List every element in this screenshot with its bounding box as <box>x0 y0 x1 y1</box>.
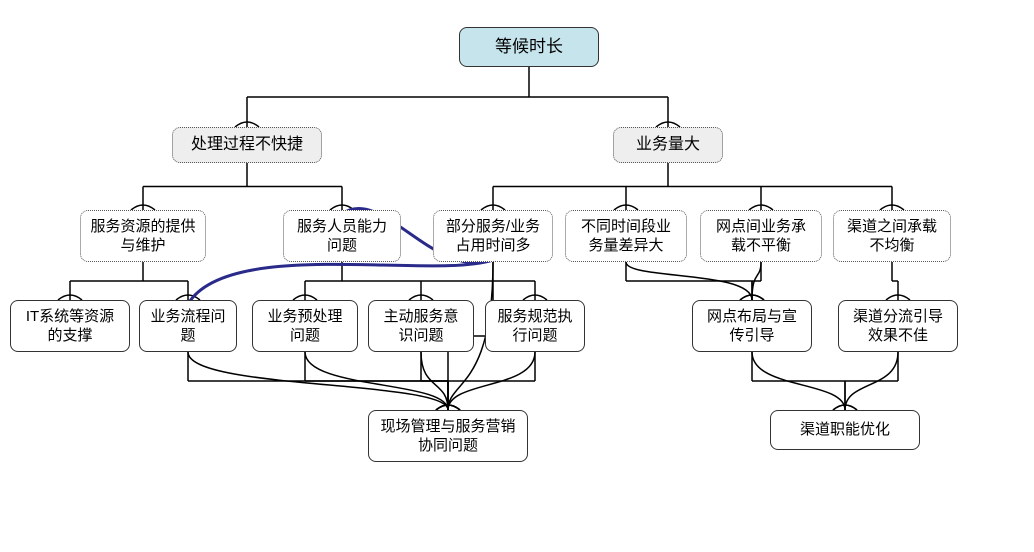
edge <box>421 352 448 410</box>
node-n_chan: 渠道之间承载不均衡 <box>833 210 951 262</box>
node-n_vol: 业务量大 <box>613 127 723 163</box>
node-n_skill: 服务人员能力问题 <box>283 210 401 262</box>
node-n_proc: 处理过程不快捷 <box>172 127 322 163</box>
edge-layer <box>0 0 1034 552</box>
node-l_pre: 业务预处理问题 <box>252 300 358 352</box>
node-n_res: 服务资源的提供与维护 <box>80 210 206 262</box>
edge <box>305 352 448 410</box>
edge <box>752 262 761 300</box>
node-l_opt: 渠道职能优化 <box>770 410 920 450</box>
edge <box>626 262 752 300</box>
edge <box>448 352 535 410</box>
edge <box>752 352 845 410</box>
node-l_div: 渠道分流引导效果不佳 <box>838 300 958 352</box>
node-n_time: 不同时间段业务量差异大 <box>565 210 687 262</box>
node-n_part: 部分服务/业务占用时间多 <box>433 210 553 262</box>
node-l_act: 主动服务意识问题 <box>368 300 474 352</box>
node-n_site: 网点间业务承载不平衡 <box>700 210 822 262</box>
node-l_it: IT系统等资源的支撑 <box>10 300 130 352</box>
node-l_layout: 网点布局与宣传引导 <box>692 300 812 352</box>
edge <box>845 352 898 410</box>
node-l_flow: 业务流程问题 <box>139 300 237 352</box>
edge <box>188 260 493 304</box>
edge <box>188 352 448 410</box>
node-root: 等候时长 <box>459 27 599 67</box>
node-l_scene: 现场管理与服务营销协同问题 <box>368 410 528 462</box>
node-l_norm: 服务规范执行问题 <box>485 300 585 352</box>
